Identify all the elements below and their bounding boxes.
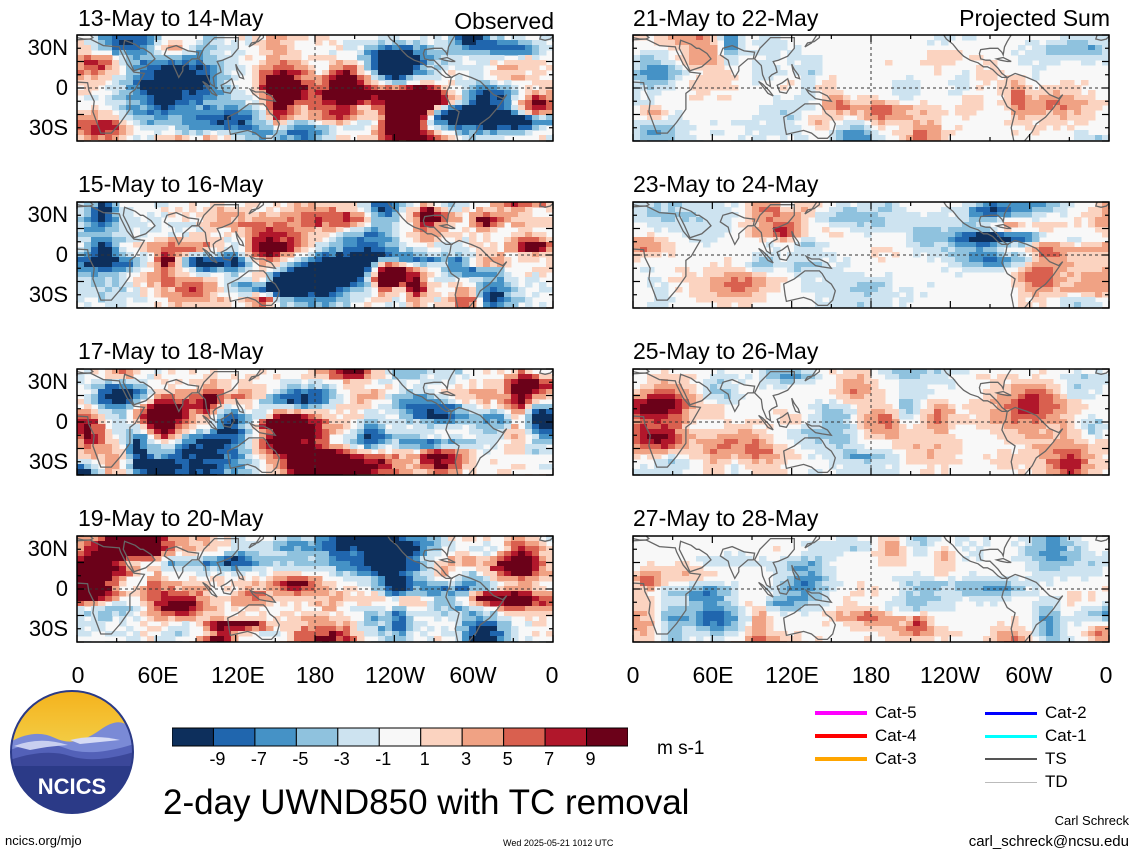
footer-timestamp: Wed 2025-05-21 1012 UTC (503, 838, 614, 848)
lon-label-left-60e: 60E (137, 662, 179, 688)
lon-label-left-120e: 120E (211, 662, 265, 688)
colorbar-tick-label: -3 (333, 749, 350, 769)
panel-title-proj-3: 25-May to 26-May (633, 338, 819, 364)
lon-label-right-60e: 60E (692, 662, 734, 688)
panel-tag-projected: Projected Sum (959, 5, 1110, 31)
colorbar-tick-label: 1 (419, 749, 430, 769)
lat-label-row1-30s: 30S (28, 114, 68, 140)
lat-label-row2-0: 0 (55, 242, 68, 267)
lat-label-row1-0: 0 (55, 75, 68, 100)
lat-label-row4-30s: 30S (28, 615, 68, 641)
colorbar-swatch (172, 727, 214, 747)
lon-label-left-180: 180 (295, 662, 335, 688)
lon-label-right-120e: 120E (765, 662, 819, 688)
colorbar-tick-label: 5 (502, 749, 513, 769)
colorbar-swatch (295, 727, 339, 747)
lat-label-row3-0: 0 (55, 409, 68, 434)
lon-label-right-180: 180 (851, 662, 891, 688)
colorbar-tick-label: 3 (461, 749, 472, 769)
lon-label-right-60w: 60W (1005, 662, 1053, 688)
tc-legend-line-td (985, 781, 1037, 783)
colorbar-swatch (544, 727, 588, 747)
tc-legend-label-ts: TS (1045, 749, 1067, 768)
panel-title-obs-4: 19-May to 20-May (78, 505, 264, 531)
lat-label-row4-0: 0 (55, 576, 68, 601)
colorbar-swatch (503, 727, 546, 747)
panel-title-obs-2: 15-May to 16-May (78, 171, 264, 197)
tc-legend-line-cat-3 (815, 757, 867, 761)
tc-legend-label-cat-1: Cat-1 (1045, 726, 1087, 745)
lon-label-right-0: 0 (626, 662, 640, 688)
tc-legend-label-cat-4: Cat-4 (875, 726, 917, 745)
colorbar-swatch (254, 727, 297, 747)
colorbar-swatch (586, 727, 628, 747)
map-panel-obs-1 (76, 34, 554, 142)
tc-legend-line-cat-4 (815, 734, 867, 738)
lon-label-left-0e: 0 (545, 662, 559, 688)
lon-label-left-120w: 120W (364, 662, 426, 688)
map-panel-obs-2 (76, 201, 554, 309)
colorbar-tick-label: -9 (209, 749, 226, 769)
colorbar-tick-label: -7 (250, 749, 267, 769)
lat-label-row2-30s: 30S (28, 281, 68, 307)
colorbar-swatch (337, 727, 380, 747)
colorbar-unit: m s-1 (657, 738, 705, 759)
footer-site: ncics.org/mjo (5, 833, 82, 848)
colorbar-tick-label: 9 (585, 749, 596, 769)
ncics-logo: NCICS (10, 690, 134, 814)
tc-legend-line-cat-1 (985, 734, 1037, 738)
tc-legend-label-cat-2: Cat-2 (1045, 703, 1087, 722)
map-panels-canvas (76, 34, 1110, 643)
lon-label-left-60w: 60W (449, 662, 497, 688)
tc-legend-line-cat-5 (815, 711, 867, 715)
panel-title-proj-2: 23-May to 24-May (633, 171, 819, 197)
main-title: 2-day UWND850 with TC removal (163, 783, 690, 822)
lon-label-right-120w: 120W (919, 662, 981, 688)
tc-legend-label-td: TD (1045, 772, 1068, 791)
tc-legend-label-cat-3: Cat-3 (875, 749, 917, 768)
lat-label-row1-30n: 30N (27, 35, 68, 61)
map-panel-obs-3 (76, 368, 554, 476)
panel-title-obs-1: 13-May to 14-May (78, 5, 264, 31)
tc-legend-label-cat-5: Cat-5 (875, 703, 917, 722)
lat-label-row3-30s: 30S (28, 448, 68, 474)
footer-email: carl_schreck@ncsu.edu (968, 833, 1129, 850)
colorbar-tick-label: 7 (544, 749, 555, 769)
colorbar-swatch (212, 727, 256, 747)
map-panel-proj-4 (632, 535, 1110, 643)
colorbar-tick-label: -1 (375, 749, 392, 769)
map-panel-proj-2 (632, 201, 1110, 309)
panel-title-obs-3: 17-May to 18-May (78, 338, 264, 364)
colorbar-swatch (461, 727, 505, 747)
tc-legend-line-cat-2 (985, 711, 1037, 715)
logo-text: NCICS (38, 774, 106, 799)
lat-label-row4-30n: 30N (27, 536, 68, 562)
panel-title-proj-1: 21-May to 22-May (633, 5, 819, 31)
tc-legend-line-ts (985, 758, 1037, 760)
lon-label-left-0: 0 (71, 662, 85, 688)
panel-tag-observed: Observed (454, 8, 554, 34)
panel-title-proj-4: 27-May to 28-May (633, 505, 819, 531)
lon-label-right-0e: 0 (1099, 662, 1113, 688)
colorbar-swatch (420, 727, 463, 747)
map-panel-obs-4 (76, 535, 554, 643)
lat-label-row3-30n: 30N (27, 369, 68, 395)
colorbar (172, 727, 628, 747)
map-panel-proj-3 (632, 368, 1110, 476)
colorbar-tick-label: -5 (292, 749, 309, 769)
lat-label-row2-30n: 30N (27, 202, 68, 228)
footer-author: Carl Schreck (1054, 813, 1129, 828)
map-panel-proj-1 (632, 34, 1110, 142)
colorbar-swatch (378, 727, 422, 747)
